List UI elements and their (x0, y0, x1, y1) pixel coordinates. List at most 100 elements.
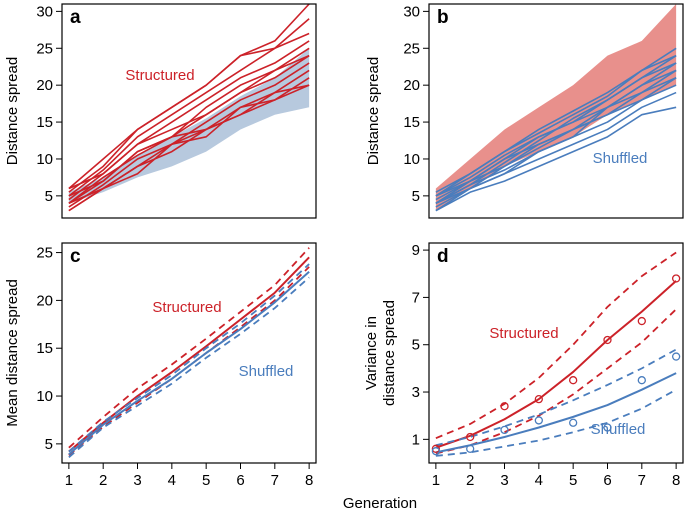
x-tick-label: 1 (432, 472, 440, 489)
y-tick-label: 10 (36, 151, 53, 168)
series-annotation: Structured (125, 67, 194, 84)
y-tick-label: 15 (403, 114, 420, 131)
y-tick-label: 9 (412, 242, 420, 259)
x-tick-label: 8 (672, 472, 680, 489)
y-tick-label: 5 (412, 337, 420, 354)
y-tick-label: 1 (412, 431, 420, 448)
x-tick-label: 6 (603, 472, 611, 489)
y-tick-label: 3 (412, 384, 420, 401)
y-tick-label: 5 (45, 188, 53, 205)
y-tick-label: 20 (403, 77, 420, 94)
panel-b: 5 10 15 20 25 30 b Distance spread Shuffled (365, 3, 684, 219)
x-tick-label: 6 (236, 472, 244, 489)
y-tick-label: 15 (36, 114, 53, 131)
plot-frame (428, 3, 684, 219)
x-tick-label: 4 (168, 472, 176, 489)
panel-d: 1 3 5 7 9 1 2 3 4 5 6 7 8 d Variance indistance spread… (363, 242, 684, 489)
series-line (435, 47, 677, 193)
x-tick-label: 7 (271, 472, 279, 489)
panel-letter: a (70, 7, 81, 28)
x-tick-label: 4 (535, 472, 543, 489)
y-tick-label: 25 (403, 40, 420, 57)
series-line (435, 77, 677, 204)
data-point (466, 444, 475, 453)
data-point (431, 444, 441, 453)
data-point (500, 402, 509, 411)
series-line (68, 54, 310, 190)
data-point (431, 447, 441, 456)
plot-frame (428, 242, 684, 464)
panel-a: 5 10 15 20 25 30 a Distance spread Structured (4, 3, 317, 219)
series-line (435, 106, 677, 212)
x-tick-label: 2 (466, 472, 474, 489)
x-tick-label: 8 (305, 472, 313, 489)
series-line (68, 263, 310, 453)
y-tick-label: 10 (36, 388, 53, 405)
plot-frame (61, 3, 317, 219)
y-axis-label: Mean distance spread (4, 279, 21, 427)
data-point (637, 376, 646, 385)
series-line (435, 251, 677, 439)
structured-label: Structured (489, 325, 558, 342)
data-point (603, 335, 612, 345)
x-tick-label: 3 (500, 472, 508, 489)
data-point (671, 274, 681, 283)
y-tick-label: 15 (36, 340, 53, 357)
data-point (534, 416, 543, 425)
series-line (68, 77, 310, 212)
x-tick-label: 7 (638, 472, 646, 489)
y-tick-label: 30 (36, 3, 53, 20)
data-point (637, 316, 646, 326)
series-line (68, 276, 310, 458)
shuffled-label: Shuffled (239, 363, 294, 380)
data-point (500, 425, 509, 435)
series-line (435, 388, 677, 457)
background-band (435, 4, 677, 211)
y-tick-label: 20 (36, 77, 53, 94)
x-tick-label: 3 (133, 472, 141, 489)
data-point (569, 418, 578, 427)
series-line (435, 372, 677, 454)
series-line (435, 69, 677, 212)
data-point (466, 432, 475, 442)
shuffled-label: Shuffled (591, 421, 646, 438)
panel-letter: c (70, 246, 81, 267)
series-line (68, 84, 310, 204)
series-line (435, 348, 677, 447)
series-annotation: Shuffled (593, 150, 648, 167)
structured-label: Structured (152, 299, 221, 316)
series-line (68, 3, 310, 190)
y-axis-label: Variance indistance spread (363, 300, 398, 406)
y-tick-label: 25 (36, 40, 53, 57)
data-point (569, 376, 578, 385)
series-line (435, 280, 677, 449)
y-tick-label: 30 (403, 3, 420, 20)
series-line (68, 84, 310, 197)
series-line (435, 54, 677, 204)
series-line (68, 247, 310, 449)
y-tick-label: 10 (403, 151, 420, 168)
y-tick-label: 7 (412, 289, 420, 306)
data-point (603, 423, 612, 432)
x-axis-label: Generation (343, 495, 417, 512)
data-point (671, 352, 681, 361)
plot-frame (61, 242, 317, 464)
panel-letter: b (437, 7, 449, 28)
series-line (68, 32, 310, 197)
x-tick-label: 1 (65, 472, 73, 489)
y-tick-label: 20 (36, 292, 53, 309)
y-tick-label: 25 (36, 245, 53, 262)
series-line (435, 77, 677, 204)
series-line (68, 270, 310, 456)
y-tick-label: 5 (45, 436, 53, 453)
panel-letter: d (437, 246, 449, 267)
y-tick-label: 5 (412, 188, 420, 205)
panel-c: 5 10 15 20 25 1 2 3 4 5 6 7 8 c Mean distance spread St… (4, 242, 317, 489)
x-tick-label: 5 (569, 472, 577, 489)
y-axis-label: Distance spread (4, 57, 21, 165)
y-axis-label: Distance spread (365, 57, 382, 165)
x-tick-label: 2 (99, 472, 107, 489)
x-tick-label: 5 (202, 472, 210, 489)
data-point (534, 394, 543, 404)
